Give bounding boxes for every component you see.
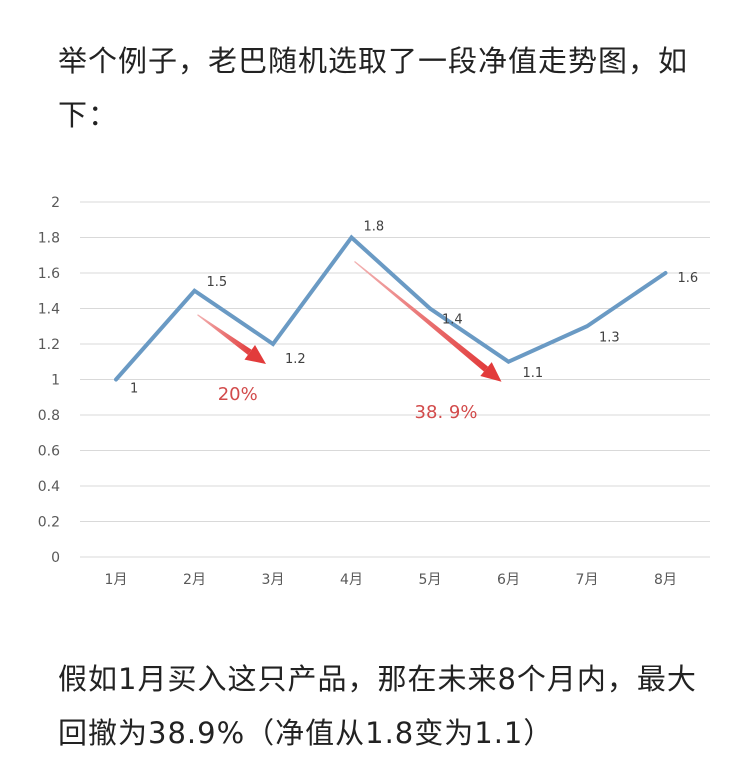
nav-line-chart: 0 0.2 0.4 0.6 0.8 1 1.2 1.4 1.6 1.8 2 1月 2月 3月 4月 5月 6月… bbox=[30, 178, 730, 608]
x-tick-label: 2月 bbox=[183, 572, 206, 588]
x-tick-label: 5月 bbox=[419, 572, 442, 588]
data-label: 1.5 bbox=[207, 275, 228, 290]
data-label: 1 bbox=[130, 382, 138, 397]
y-tick-label: 1 bbox=[51, 373, 60, 389]
y-tick-label: 0.8 bbox=[38, 408, 60, 424]
y-tick-label: 1.8 bbox=[38, 231, 60, 247]
series-line-group bbox=[114, 234, 668, 382]
y-tick-label: 0.2 bbox=[38, 515, 60, 531]
y-tick-label: 0 bbox=[51, 550, 60, 566]
x-axis-ticks: 1月 2月 3月 4月 5月 6月 7月 8月 bbox=[105, 572, 677, 588]
data-labels: 1 1.5 1.2 1.8 1.4 1.1 1.3 1.6 bbox=[130, 220, 698, 397]
drawdown-percent-label: 20% bbox=[218, 384, 258, 405]
gridlines bbox=[80, 201, 710, 558]
drawdown-arrow-shaft bbox=[354, 261, 489, 372]
x-tick-label: 7月 bbox=[576, 572, 599, 588]
y-tick-label: 0.4 bbox=[38, 479, 60, 495]
x-tick-label: 8月 bbox=[654, 572, 677, 588]
drawdown-annotations: 20% 38. 9% bbox=[197, 261, 502, 423]
y-tick-label: 1.4 bbox=[38, 302, 60, 318]
y-tick-label: 0.6 bbox=[38, 444, 60, 460]
x-tick-label: 3月 bbox=[262, 572, 285, 588]
y-axis-ticks: 0 0.2 0.4 0.6 0.8 1 1.2 1.4 1.6 1.8 2 bbox=[38, 195, 60, 566]
drawdown-arrow-head bbox=[480, 362, 502, 382]
y-tick-label: 1.6 bbox=[38, 266, 60, 282]
drawdown-arrow-shaft bbox=[197, 314, 252, 355]
y-tick-label: 1.2 bbox=[38, 337, 60, 353]
conclusion-paragraph: 假如1月买入这只产品，那在未来8个月内，最大回撤为38.9%（净值从1.8变为1… bbox=[58, 662, 697, 750]
x-tick-label: 4月 bbox=[340, 572, 363, 588]
data-label: 1.2 bbox=[285, 352, 306, 367]
data-label: 1.8 bbox=[364, 220, 385, 235]
chart-svg: 0 0.2 0.4 0.6 0.8 1 1.2 1.4 1.6 1.8 2 1月 2月 3月 4月 5月 6月… bbox=[38, 195, 710, 588]
x-tick-label: 6月 bbox=[497, 572, 520, 588]
data-label: 1.1 bbox=[523, 366, 544, 381]
series-line bbox=[114, 234, 668, 382]
y-tick-label: 2 bbox=[51, 195, 60, 211]
intro-paragraph: 举个例子，老巴随机选取了一段净值走势图，如下： bbox=[58, 44, 689, 132]
x-tick-label: 1月 bbox=[105, 572, 128, 588]
drawdown-percent-label: 38. 9% bbox=[415, 402, 478, 423]
drawdown-arrow-head bbox=[244, 345, 266, 364]
data-label: 1.4 bbox=[442, 313, 463, 328]
data-label: 1.3 bbox=[599, 330, 620, 345]
data-label: 1.6 bbox=[678, 271, 699, 286]
